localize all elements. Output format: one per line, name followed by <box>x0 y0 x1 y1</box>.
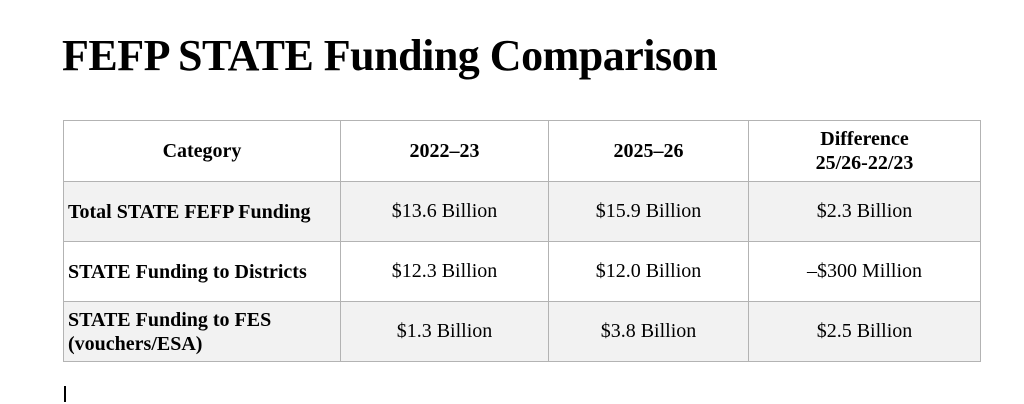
header-label-2022-23: 2022–23 <box>409 140 480 162</box>
value-cell-difference[interactable]: $2.3 Billion <box>748 181 981 242</box>
header-label-difference-line1: Difference <box>820 128 909 150</box>
header-label-difference-line2: 25/26-22/23 <box>815 152 914 174</box>
header-label-category: Category <box>162 140 242 162</box>
header-label-2025-26: 2025–26 <box>613 140 684 162</box>
header-cell-2025-26: 2025–26 <box>548 120 749 182</box>
value-cell-2022-23[interactable]: $1.3 Billion <box>340 301 549 362</box>
table-row-fes-vouchers: STATE Funding to FES (vouchers/ESA) $1.3… <box>63 301 981 362</box>
header-cell-category: Category <box>63 120 341 182</box>
category-cell[interactable]: STATE Funding to FES (vouchers/ESA) <box>63 301 341 362</box>
category-cell[interactable]: Total STATE FEFP Funding <box>63 181 341 242</box>
text-cursor-caret <box>64 386 66 402</box>
table-row-districts: STATE Funding to Districts $12.3 Billion… <box>63 241 981 302</box>
value-cell-2025-26[interactable]: $3.8 Billion <box>548 301 749 362</box>
header-cell-2022-23: 2022–23 <box>340 120 549 182</box>
page-title: FEFP STATE Funding Comparison <box>62 31 718 80</box>
category-cell[interactable]: STATE Funding to Districts <box>63 241 341 302</box>
value-cell-difference[interactable]: –$300 Million <box>748 241 981 302</box>
table-header-row: Category 2022–23 2025–26 Difference 25/2… <box>63 120 981 182</box>
value-cell-2025-26[interactable]: $15.9 Billion <box>548 181 749 242</box>
value-cell-difference[interactable]: $2.5 Billion <box>748 301 981 362</box>
value-cell-2025-26[interactable]: $12.0 Billion <box>548 241 749 302</box>
header-cell-difference: Difference 25/26-22/23 <box>748 120 981 182</box>
value-cell-2022-23[interactable]: $13.6 Billion <box>340 181 549 242</box>
value-cell-2022-23[interactable]: $12.3 Billion <box>340 241 549 302</box>
table-row-total-fefp: Total STATE FEFP Funding $13.6 Billion $… <box>63 181 981 242</box>
funding-comparison-table: Category 2022–23 2025–26 Difference 25/2… <box>63 120 981 362</box>
